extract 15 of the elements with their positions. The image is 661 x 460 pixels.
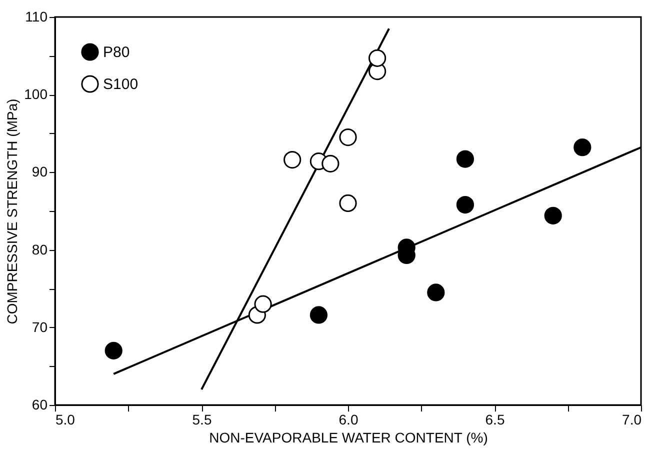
x-tick-label: 5.0 (56, 412, 76, 428)
x-tick-label: 5.5 (192, 412, 212, 428)
y-tick-label: 110 (25, 8, 48, 24)
y-tick-label: 60 (32, 396, 48, 412)
x-tick-label: 6.5 (485, 412, 505, 428)
y-tick-label: 70 (32, 318, 48, 335)
x-tick-label: 6.0 (338, 412, 358, 428)
y-axis-title: COMPRESSIVE STRENGTH (MPa) (4, 98, 20, 324)
legend-label: P80 (103, 44, 130, 61)
y-tick-label: 80 (32, 241, 48, 258)
x-axis-title: NON-EVAPORABLE WATER CONTENT (%) (209, 430, 488, 446)
y-tick-label: 90 (32, 164, 48, 180)
legend-label: S100 (103, 76, 138, 93)
x-tick-label: 7.0 (622, 412, 642, 428)
y-tick-label: 100 (24, 86, 48, 102)
